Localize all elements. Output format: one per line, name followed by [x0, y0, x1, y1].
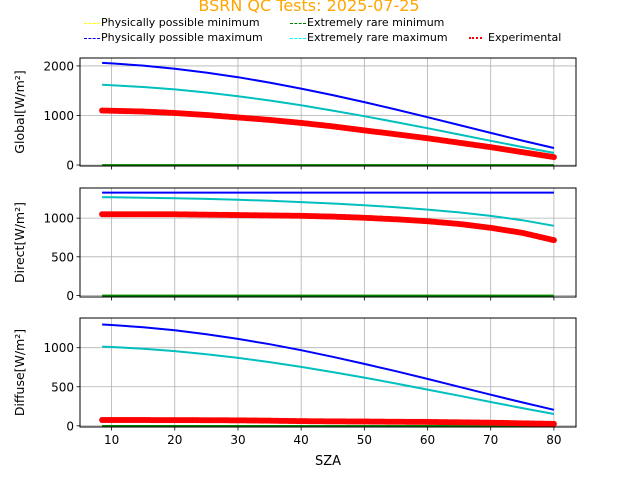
series-group: [99, 191, 557, 297]
y-tick-label: 0: [66, 159, 74, 173]
physically-possible-maximum-line: [102, 323, 555, 411]
legend-item-phys-min: Physically possible minimum: [84, 16, 260, 29]
panel-diffuse: 10 20 30 40 50 60 70 80 0 500 1000 Diffuse[W/m²]: [12, 317, 577, 447]
series-group: [99, 323, 557, 427]
legend-swatch-cyan-dashed: [290, 37, 306, 39]
extremely-rare-maximum-line: [102, 345, 555, 415]
y-axis-label: Direct[W/m²]: [12, 202, 27, 283]
y-axis-label: Diffuse[W/m²]: [12, 329, 27, 416]
x-tick-label: 80: [546, 433, 561, 447]
x-tick-label: 10: [104, 433, 119, 447]
y-tick-label: 1000: [43, 212, 74, 226]
axes-frame: [79, 57, 577, 167]
panel-direct: 0 500 1000 Direct[W/m²]: [12, 187, 577, 303]
experimental-point: [550, 237, 557, 244]
experimental-point: [550, 154, 557, 161]
x-tick-label: 20: [167, 433, 182, 447]
x-axis-label: SZA: [314, 454, 342, 469]
series-group: [99, 61, 557, 166]
legend-item-phys-max: Physically possible maximum: [84, 31, 263, 44]
y-tick-label: 2000: [43, 59, 74, 73]
axes-frame: [79, 317, 577, 428]
experimental-point: [550, 420, 557, 427]
x-tick-label: 60: [420, 433, 435, 447]
chart-title: BSRN QC Tests: 2025-07-25: [198, 0, 420, 15]
extremely-rare-maximum-line: [102, 196, 555, 227]
y-tick-label: 500: [51, 380, 74, 394]
y-tick-label: 1000: [43, 341, 74, 355]
legend-item-rare-min: Extremely rare minimum: [290, 16, 444, 29]
legend-swatch-yellow-dashed: [84, 22, 100, 24]
x-tick-label: 50: [357, 433, 372, 447]
x-tick-label: 40: [294, 433, 309, 447]
axes-frame: [79, 187, 577, 298]
y-tick-label: 0: [66, 419, 74, 433]
y-tick-label: 0: [66, 289, 74, 303]
legend-swatch-red-dotted: [469, 37, 482, 39]
legend-item-experimental: Experimental: [469, 31, 561, 44]
y-tick-label: 1000: [43, 109, 74, 123]
legend-item-rare-max: Extremely rare maximum: [290, 31, 448, 44]
physically-possible-maximum-line: [102, 61, 555, 149]
x-tick-label: 30: [230, 433, 245, 447]
legend-swatch-green-dashed: [290, 22, 306, 24]
legend-swatch-blue-dashed: [84, 37, 100, 39]
x-tick-label: 70: [483, 433, 498, 447]
y-axis-label: Global[W/m²]: [12, 70, 27, 153]
y-tick-label: 500: [51, 250, 74, 264]
panel-global: 0 1000 2000 Global[W/m²]: [12, 57, 577, 173]
extremely-rare-maximum-line: [102, 83, 555, 154]
